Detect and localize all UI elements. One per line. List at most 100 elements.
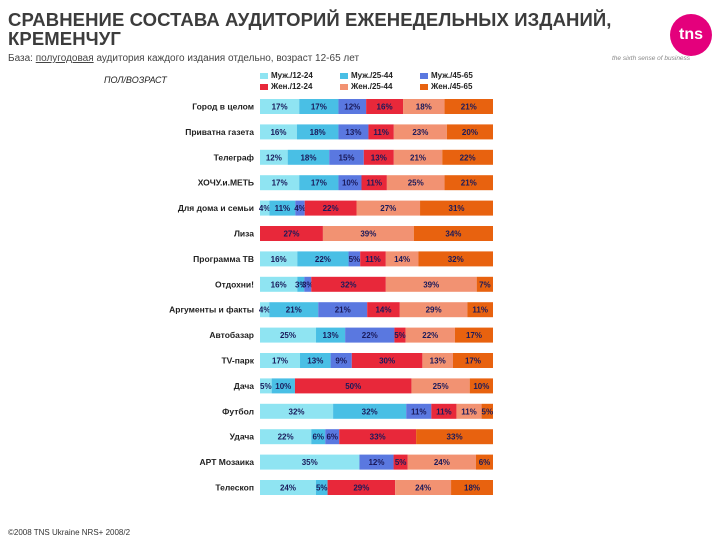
bar-value-label: 13% bbox=[345, 128, 361, 137]
bar-value-label: 32% bbox=[362, 407, 378, 416]
bar-segment bbox=[422, 353, 453, 368]
bar-value-label: 11% bbox=[411, 407, 427, 416]
bar-segment bbox=[411, 378, 470, 394]
bar-value-label: 25% bbox=[280, 331, 296, 340]
legend-label: Муж./25-44 bbox=[351, 71, 393, 80]
bar-value-label: 10% bbox=[473, 382, 489, 391]
bar-value-label: 21% bbox=[461, 179, 477, 188]
bar-segment bbox=[467, 302, 493, 318]
legend-swatch bbox=[420, 83, 428, 90]
bar-value-label: 5% bbox=[260, 382, 272, 391]
category-label: Отдохни! bbox=[215, 279, 254, 289]
bar-value-label: 12% bbox=[344, 103, 360, 112]
bar-segment bbox=[444, 99, 493, 114]
category-label: Приватна газета bbox=[185, 127, 254, 137]
chart-legend: Муж./12-24 Муж./25-44 Муж./45-65 Жен./12-24… bbox=[260, 71, 510, 91]
bar-value-label: 21% bbox=[461, 103, 477, 112]
bar-segment bbox=[403, 99, 445, 114]
bar-segment bbox=[299, 175, 339, 191]
bar-segment bbox=[481, 403, 493, 419]
bar-value-label: 22% bbox=[460, 153, 476, 162]
category-label: Футбол bbox=[222, 406, 254, 416]
bar-segment bbox=[325, 429, 340, 445]
bar-segment bbox=[295, 200, 305, 216]
category-label: Для дома и семьи bbox=[178, 203, 254, 213]
bar-segment bbox=[366, 99, 404, 114]
bar-value-label: 35% bbox=[302, 458, 318, 467]
bar-value-label: 27% bbox=[380, 204, 396, 213]
legend-swatch bbox=[340, 72, 348, 79]
legend-swatch bbox=[260, 83, 268, 90]
bar-segment bbox=[476, 276, 493, 292]
bar-segment bbox=[260, 480, 316, 495]
bar-value-label: 12% bbox=[266, 153, 282, 162]
bar-segment bbox=[407, 454, 476, 470]
bar-value-label: 32% bbox=[341, 280, 357, 289]
subtitle-prefix: База: bbox=[8, 53, 33, 64]
bar-segment bbox=[260, 454, 360, 470]
bar-segment bbox=[360, 251, 386, 267]
bar-value-label: 16% bbox=[271, 280, 287, 289]
bar-value-label: 39% bbox=[360, 230, 376, 239]
bar-value-label: 25% bbox=[433, 382, 449, 391]
category-label: ХОЧУ.и.МЕТЬ bbox=[198, 178, 254, 188]
category-label: Город в целом bbox=[192, 102, 254, 112]
bar-value-label: 13% bbox=[371, 153, 387, 162]
legend-item: Муж./25-44 bbox=[340, 71, 420, 80]
bar-value-label: 16% bbox=[270, 128, 286, 137]
bar-value-label: 21% bbox=[335, 306, 351, 315]
bar-segment bbox=[418, 251, 493, 267]
bar-segment bbox=[260, 429, 312, 445]
bar-segment bbox=[368, 124, 394, 140]
bar-value-label: 17% bbox=[466, 331, 482, 340]
chart-axis-label: ПОЛ/ВОЗРАСТ bbox=[104, 75, 167, 85]
bar-value-label: 7% bbox=[479, 280, 491, 289]
bar-value-label: 13% bbox=[307, 357, 323, 366]
legend-item: Муж./45-65 bbox=[420, 71, 500, 80]
bar-segment bbox=[413, 226, 493, 241]
legend-item: Жен./12-24 bbox=[260, 82, 340, 91]
bar-value-label: 29% bbox=[353, 484, 369, 493]
bar-segment bbox=[446, 124, 493, 140]
bar-segment bbox=[269, 302, 319, 318]
bar-segment bbox=[420, 200, 493, 216]
subtitle-rest: аудитория каждого издания отдельно, возр… bbox=[96, 53, 360, 64]
bar-value-label: 14% bbox=[375, 306, 391, 315]
category-label: Удача bbox=[230, 432, 255, 442]
bar-value-label: 17% bbox=[311, 179, 327, 188]
subtitle: База: полугодовая аудитория каждого изда… bbox=[8, 53, 359, 64]
bar-segment bbox=[311, 276, 386, 292]
bar-segment bbox=[351, 353, 423, 368]
bar-segment bbox=[469, 378, 493, 394]
bar-segment bbox=[260, 200, 270, 216]
bar-segment bbox=[316, 327, 346, 343]
bar-value-label: 6% bbox=[479, 458, 491, 467]
bar-value-label: 24% bbox=[415, 484, 431, 493]
bar-value-label: 5% bbox=[349, 255, 361, 264]
bar-segment bbox=[399, 302, 468, 318]
bar-segment bbox=[405, 327, 455, 343]
bar-value-label: 11% bbox=[366, 179, 382, 188]
bar-value-label: 21% bbox=[286, 306, 302, 315]
bar-segment bbox=[363, 149, 394, 165]
bar-value-label: 6% bbox=[326, 433, 338, 442]
bar-segment bbox=[318, 302, 368, 318]
legend-label: Муж./45-65 bbox=[431, 71, 473, 80]
legend-label: Муж./12-24 bbox=[271, 71, 313, 80]
bar-segment bbox=[287, 149, 330, 165]
bar-value-label: 14% bbox=[394, 255, 410, 264]
bar-value-label: 3% bbox=[302, 280, 314, 289]
bar-value-label: 22% bbox=[362, 331, 378, 340]
bar-segment bbox=[299, 99, 339, 114]
bar-segment bbox=[393, 124, 447, 140]
bar-value-label: 22% bbox=[323, 204, 339, 213]
bar-segment bbox=[361, 175, 387, 191]
bar-segment bbox=[333, 403, 407, 419]
bar-segment bbox=[367, 302, 400, 318]
bar-value-label: 24% bbox=[434, 458, 450, 467]
bar-segment bbox=[294, 378, 412, 394]
category-label: Телескоп bbox=[215, 483, 254, 493]
bar-value-label: 22% bbox=[315, 255, 331, 264]
legend-label: Жен./25-44 bbox=[351, 82, 393, 91]
bar-value-label: 25% bbox=[408, 179, 424, 188]
